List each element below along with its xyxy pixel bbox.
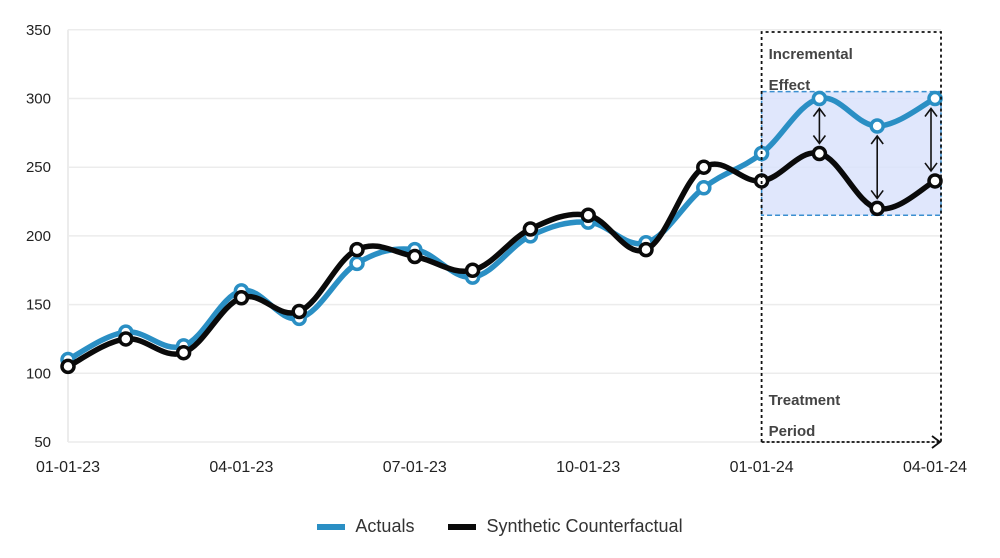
x-tick-label: 01-01-24: [730, 459, 794, 476]
data-point-marker: [291, 303, 307, 320]
x-tick-label: 07-01-23: [383, 459, 447, 476]
series-lines: [60, 90, 943, 375]
data-point-marker: [407, 248, 423, 265]
arrow-head-down-icon: [924, 162, 938, 173]
arrow-head-up-icon: [812, 107, 827, 117]
grid-lines: [67, 29, 941, 443]
data-point-marker: [869, 118, 885, 134]
y-tick-label: 100: [26, 365, 51, 382]
arrow-head-down-icon: [870, 189, 884, 200]
treatment-period-label: Period: [769, 423, 816, 440]
y-tick-label: 250: [26, 159, 51, 176]
data-point-marker: [118, 331, 134, 347]
counterfactual-swatch-icon: [448, 523, 477, 530]
y-tick-label: 350: [26, 22, 51, 39]
data-point-marker: [349, 255, 365, 272]
data-point-marker: [233, 289, 250, 306]
arrow-head-down-icon: [812, 134, 827, 145]
legend-label: Actuals: [355, 516, 415, 536]
data-point-marker: [60, 358, 76, 375]
x-tick-label: 10-01-23: [556, 459, 620, 476]
data-point-marker: [696, 180, 712, 196]
y-tick-label: 300: [26, 91, 51, 108]
y-axis-ticks: 50 100 150 200 250 300 350: [26, 22, 51, 451]
x-tick-label: 01-01-23: [36, 459, 100, 476]
legend: Actuals Synthetic Counterfactual: [0, 516, 1000, 537]
actuals-swatch-icon: [317, 523, 346, 530]
data-point-marker: [753, 173, 770, 189]
data-point-marker: [696, 159, 712, 175]
incremental-effect-label: Incremental: [769, 46, 853, 63]
annotations: Incremental Effect Treatment Period: [769, 46, 853, 440]
x-tick-label: 04-01-23: [209, 459, 273, 476]
treatment-period-box: [760, 31, 942, 449]
actuals-line: [65, 95, 938, 363]
effect-arrows: [812, 107, 938, 200]
data-point-marker: [464, 262, 481, 278]
x-axis-ticks: 01-01-23 04-01-23 07-01-23 10-01-23 01-01-24…: [36, 459, 967, 476]
data-point-marker: [580, 207, 596, 224]
data-point-marker: [811, 145, 828, 162]
data-point-marker: [927, 173, 943, 189]
incremental-effect-label: Effect: [769, 77, 811, 94]
y-tick-label: 50: [34, 434, 51, 451]
y-tick-label: 150: [26, 297, 51, 314]
data-point-marker: [175, 344, 192, 361]
data-point-marker: [522, 221, 539, 237]
data-point-marker: [927, 90, 943, 107]
counterfactual-line: [65, 150, 938, 370]
treatment-arrow-head-icon: [931, 435, 942, 449]
data-point-marker: [638, 241, 654, 258]
x-tick-label: 04-01-24: [903, 459, 967, 476]
data-point-marker: [811, 90, 828, 107]
arrow-head-up-icon: [870, 134, 884, 145]
arrow-head-up-icon: [924, 107, 938, 117]
data-point-marker: [349, 241, 365, 258]
treatment-period-label: Treatment: [769, 392, 841, 409]
treatment-box-border: [760, 31, 942, 442]
legend-item-actuals[interactable]: Actuals: [317, 516, 414, 537]
y-tick-label: 200: [26, 228, 51, 245]
data-point-marker: [869, 200, 885, 217]
legend-item-synthetic-counterfactual[interactable]: Synthetic Counterfactual: [448, 516, 683, 537]
legend-label: Synthetic Counterfactual: [486, 516, 683, 536]
